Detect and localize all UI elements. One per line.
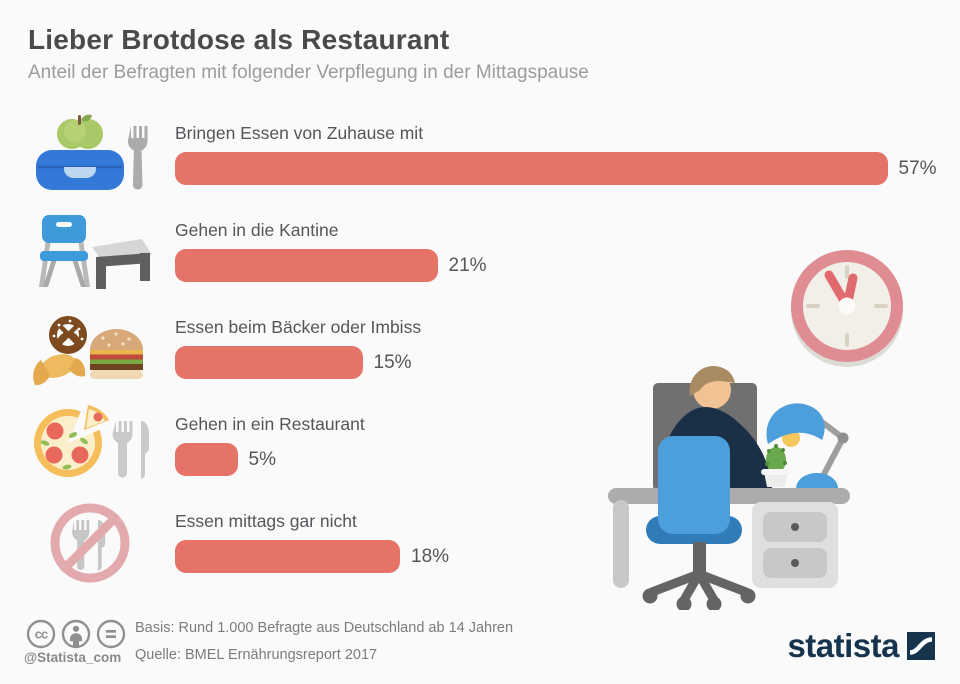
bar <box>175 346 363 379</box>
croissant-pretzel-burger-icon <box>28 306 153 391</box>
value-label: 15% <box>373 351 412 373</box>
person-at-desk-icon <box>600 350 960 615</box>
chart-row: Gehen in ein Restaurant 5% <box>0 403 960 500</box>
page-title: Lieber Brotdose als Restaurant <box>28 24 450 55</box>
value-label: 21% <box>448 254 487 276</box>
statista-logo: statista <box>787 629 935 662</box>
chair-table-icon <box>28 209 153 294</box>
chart-row: Essen beim Bäcker oder Imbiss 15% <box>0 306 960 403</box>
category-label: Essen mittags gar nicht <box>175 511 357 531</box>
attribution-icon <box>61 619 91 649</box>
no-food-icon <box>28 500 153 585</box>
chart-row: Bringen Essen von Zuhause mit 57% <box>0 112 960 209</box>
license-icons: cc <box>26 619 126 649</box>
category-label: Bringen Essen von Zuhause mit <box>175 123 424 143</box>
bar <box>175 152 888 185</box>
statista-logo-mark <box>907 631 935 660</box>
no-derivatives-icon <box>96 619 126 649</box>
cc-icon: cc <box>26 619 56 649</box>
source-text: Quelle: BMEL Ernährungsreport 2017 <box>135 647 378 663</box>
category-label: Essen beim Bäcker oder Imbiss <box>175 317 422 337</box>
bar <box>175 249 438 282</box>
chart-row: Gehen in die Kantine 21% <box>0 209 960 306</box>
category-label: Gehen in die Kantine <box>175 220 339 240</box>
bar <box>175 443 238 476</box>
value-label: 18% <box>411 545 450 567</box>
statista-wordmark: statista <box>787 627 899 664</box>
page-subtitle: Anteil der Befragten mit folgender Verpf… <box>28 62 589 83</box>
category-label: Gehen in ein Restaurant <box>175 414 365 434</box>
value-label: 57% <box>898 157 937 179</box>
svg-text:cc: cc <box>35 627 48 642</box>
wall-clock-icon <box>788 249 906 376</box>
chart-row: Essen mittags gar nicht 18% <box>0 500 960 597</box>
lunchbox-apple-fork-icon <box>28 112 153 197</box>
basis-text: Basis: Rund 1.000 Befragte aus Deutschla… <box>135 620 514 636</box>
pizza-cutlery-icon <box>28 403 153 488</box>
value-label: 5% <box>248 448 276 470</box>
bar <box>175 540 400 573</box>
statista-handle: @Statista_com <box>24 650 122 665</box>
